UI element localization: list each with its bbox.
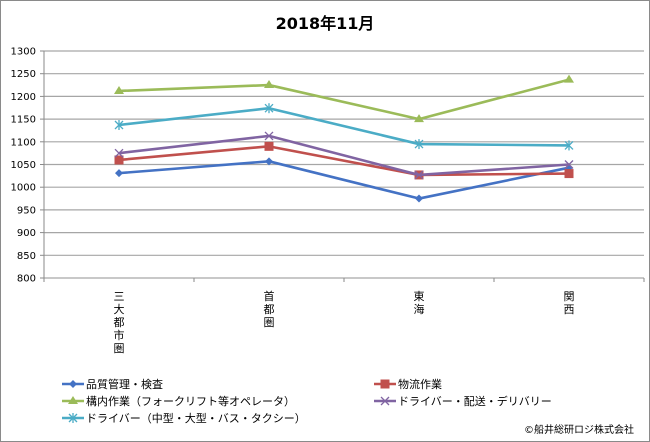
data-point — [115, 169, 123, 178]
diamond-marker — [69, 380, 77, 388]
y-tick-label: 1050 — [11, 160, 36, 171]
x-marker — [564, 160, 574, 169]
data-point — [264, 80, 274, 89]
diamond-marker — [415, 194, 423, 203]
data-point — [114, 85, 124, 94]
y-tick-label: 1200 — [11, 92, 36, 103]
y-tick-label: 1000 — [11, 183, 36, 194]
square-marker — [114, 155, 124, 165]
legend-swatch — [62, 396, 84, 404]
x-marker — [264, 131, 274, 141]
triangle-marker — [114, 85, 124, 94]
triangle-marker — [264, 80, 274, 89]
x-category-label: 東海 — [413, 290, 425, 316]
y-tick-label: 950 — [17, 205, 36, 216]
x-marker — [414, 170, 424, 180]
data-point — [564, 169, 574, 179]
legend-label: ドライバー・配送・デリバリー — [398, 395, 552, 408]
data-point — [415, 194, 423, 203]
legend-swatch — [62, 380, 84, 388]
triangle-marker — [564, 74, 574, 83]
legend-label: 構内作業（フォークリフト等オペレータ） — [86, 395, 295, 408]
y-tick-label: 800 — [17, 274, 36, 285]
x-category-label: 三大都市圏 — [113, 290, 125, 355]
triangle-marker — [68, 396, 78, 404]
legend-label: 品質管理・検査 — [86, 378, 163, 391]
data-point — [564, 140, 574, 151]
series-line — [118, 78, 570, 121]
legend-item: ドライバー・配送・デリバリー — [374, 393, 552, 409]
legend-item: 構内作業（フォークリフト等オペレータ） — [62, 393, 295, 409]
x-category-label: 首都圏 — [263, 290, 275, 329]
y-tick-label: 1150 — [11, 115, 36, 126]
y-tick-label: 900 — [17, 228, 36, 239]
x-category-label: 関西 — [563, 290, 575, 316]
legend-label: ドライバー（中型・大型・バス・タクシー） — [86, 412, 306, 425]
data-point — [414, 114, 424, 123]
x-marker — [114, 148, 124, 158]
y-tick-label: 1100 — [11, 137, 36, 148]
series-2 — [114, 74, 574, 123]
legend-item: ドライバー（中型・大型・バス・タクシー） — [62, 410, 306, 426]
y-tick-label: 1250 — [11, 69, 36, 80]
series-4 — [114, 103, 574, 151]
diamond-marker — [265, 157, 273, 166]
square-marker — [264, 141, 274, 151]
copyright-text: ©船井総研ロジ株式会社 — [524, 425, 634, 436]
legend-item: 物流作業 — [374, 376, 442, 392]
x-axis — [43, 51, 645, 282]
data-point — [114, 155, 124, 165]
series-line — [118, 134, 570, 177]
data-point — [114, 120, 124, 131]
data-point — [264, 103, 274, 114]
legend-item: 品質管理・検査 — [62, 376, 163, 392]
y-tick-label: 1300 — [11, 47, 36, 58]
legend-swatch — [374, 396, 396, 406]
legend-swatch — [62, 413, 84, 423]
data-point — [114, 148, 124, 158]
series-line — [118, 145, 570, 177]
square-marker — [380, 379, 390, 389]
data-point — [564, 74, 574, 83]
data-point — [564, 160, 574, 169]
y-axis-ticks: 1300 1250 1200 1150 1100 1050 1000 950 900 850 800 — [11, 47, 36, 285]
gridlines — [40, 50, 644, 279]
chart-title: 2018年11月 — [275, 14, 375, 33]
triangle-marker — [414, 114, 424, 123]
series-3 — [114, 131, 574, 180]
legend-label: 物流作業 — [398, 378, 442, 391]
data-point — [265, 157, 273, 166]
legend-swatch — [374, 379, 396, 389]
square-marker — [564, 169, 574, 179]
series-lines — [114, 74, 574, 203]
data-point — [264, 131, 274, 141]
series-line — [118, 106, 570, 147]
data-point — [264, 141, 274, 151]
series-line — [118, 160, 570, 200]
data-point — [414, 139, 424, 150]
y-tick-label: 850 — [17, 251, 36, 262]
x-marker — [380, 396, 390, 406]
series-1 — [114, 141, 574, 180]
data-point — [414, 170, 424, 180]
diamond-marker — [115, 169, 123, 178]
